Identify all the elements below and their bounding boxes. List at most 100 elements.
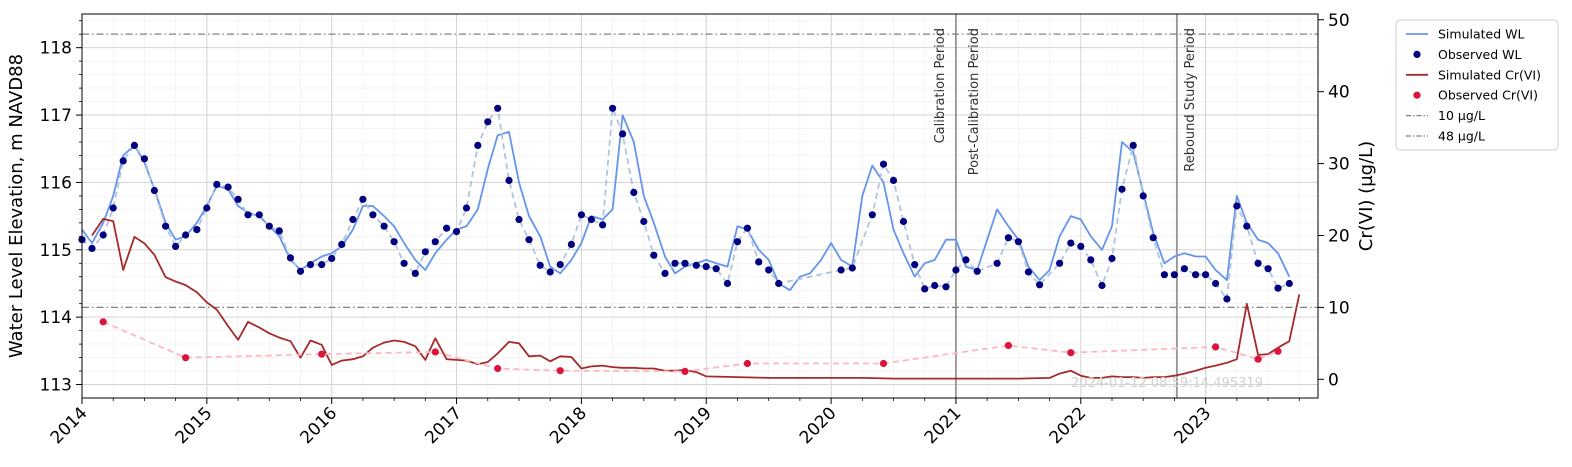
data-point (286, 254, 295, 262)
data-point (556, 367, 564, 375)
data-point (1274, 347, 1282, 355)
data-point (1129, 141, 1137, 149)
data-point (494, 104, 502, 112)
data-point (733, 238, 742, 246)
data-point (390, 238, 398, 246)
data-point (1254, 355, 1262, 363)
data-point (1036, 281, 1044, 289)
data-point (162, 222, 170, 230)
data-point (411, 269, 419, 277)
data-point (369, 211, 377, 219)
legend-label: Simulated WL (1438, 27, 1524, 42)
data-point (609, 104, 617, 112)
data-point (1274, 284, 1282, 292)
data-point (661, 269, 669, 277)
legend-label: Simulated Cr(VI) (1438, 67, 1541, 82)
data-point (692, 261, 700, 269)
data-point (567, 240, 576, 248)
data-point (879, 160, 888, 168)
y-tick-label-right: 30 (1328, 155, 1350, 175)
data-point (484, 118, 492, 126)
data-point (1024, 268, 1032, 276)
y-tick-label-left: 118 (40, 39, 72, 59)
y-tick-label-right: 10 (1328, 298, 1350, 318)
data-point (462, 204, 471, 212)
data-point (150, 186, 158, 195)
data-point (109, 204, 117, 212)
data-point (1004, 234, 1013, 242)
watermark: 2024-01-12 08:59:14.495319 (1071, 376, 1263, 391)
plot-frame (81, 13, 1319, 399)
data-point (723, 279, 732, 288)
major-grid (81, 14, 1318, 398)
data-point (525, 236, 533, 244)
data-point (931, 281, 939, 290)
x-tick-label: 2014 (47, 403, 92, 448)
legend-label: Observed WL (1438, 47, 1521, 62)
data-point (879, 359, 888, 368)
data-point (1243, 222, 1251, 230)
data-point (619, 130, 627, 138)
data-point (868, 211, 876, 219)
data-point (119, 157, 127, 165)
data-point (899, 217, 908, 226)
data-point (848, 264, 856, 272)
data-point (452, 228, 461, 236)
data-point (244, 211, 252, 219)
data-point (1223, 295, 1231, 303)
data-point (775, 279, 783, 288)
data-point (99, 318, 107, 326)
data-point (1098, 281, 1106, 290)
data-point (536, 261, 544, 269)
data-point (671, 259, 679, 267)
data-point (1108, 254, 1116, 263)
series-connector (102, 320, 1279, 373)
minor-grid (81, 14, 1318, 398)
legend-swatch-marker (1413, 91, 1421, 99)
data-point (318, 350, 326, 358)
threshold-lines (82, 33, 1318, 308)
data-point (1202, 271, 1210, 279)
data-point (421, 248, 429, 256)
data-point (973, 267, 981, 275)
data-point (1067, 239, 1075, 247)
x-tick-label: 2015 (172, 403, 217, 448)
data-point (474, 141, 482, 149)
data-point (99, 231, 107, 239)
data-point (1254, 259, 1262, 267)
data-point (443, 224, 451, 232)
y-tick-label-left: 117 (40, 106, 72, 126)
data-point (1264, 265, 1272, 273)
x-tick-label: 2023 (1170, 403, 1215, 448)
data-point (952, 266, 960, 274)
data-point (172, 242, 180, 250)
data-point (380, 222, 388, 230)
y-tick-label-left: 116 (40, 173, 72, 193)
data-point (1087, 256, 1095, 264)
data-point (577, 211, 586, 219)
data-point (255, 211, 263, 219)
legend-label: 10 µg/L (1438, 108, 1485, 123)
data-point (1160, 271, 1168, 279)
data-point (182, 231, 190, 239)
data-point (234, 195, 242, 203)
data-point (359, 195, 367, 203)
legend: Simulated WL Observed WL Simulated Cr(VI) O… (1395, 19, 1559, 151)
data-point (1067, 349, 1075, 357)
data-point (1118, 185, 1126, 193)
period-markers: Calibration Period Post-Calibration Perio… (933, 14, 1198, 398)
legend-swatch-marker (1413, 50, 1421, 59)
y-axis-label-right: Cr(VI) (µg/L) (1356, 141, 1377, 251)
x-tick-label: 2021 (921, 403, 966, 448)
series-line (91, 217, 1301, 380)
y-tick-label-right: 0 (1328, 370, 1339, 390)
data-point (765, 266, 773, 274)
data-point (1212, 343, 1220, 351)
x-tick-label: 2018 (546, 403, 591, 448)
data-point (193, 226, 201, 234)
legend-label: 48 µg/L (1438, 129, 1485, 144)
period-label: Rebound Study Period (1183, 28, 1198, 172)
data-point (505, 176, 513, 184)
data-point (546, 268, 554, 276)
data-point (130, 141, 138, 149)
